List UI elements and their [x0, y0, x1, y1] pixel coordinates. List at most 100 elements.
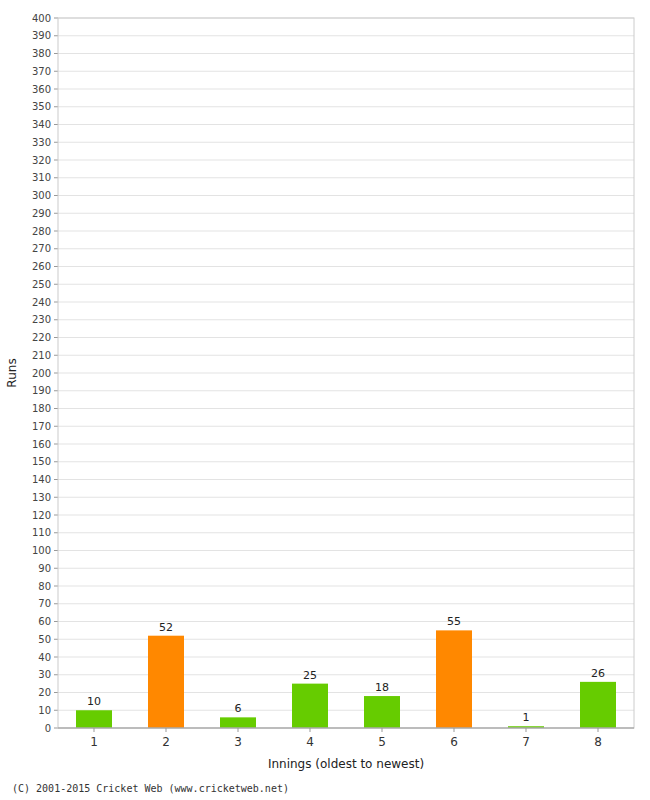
bar [364, 696, 400, 728]
tick-label: 70 [38, 598, 51, 609]
tick-label: 230 [32, 314, 51, 325]
grid-line [58, 177, 634, 178]
grid-line [58, 124, 634, 125]
grid-line [58, 231, 634, 232]
data-label: 1 [523, 711, 530, 724]
tick-mark [598, 728, 599, 732]
grid-line [58, 515, 634, 516]
grid-line [58, 373, 634, 374]
footer-note: (C) 2001-2015 Cricket Web (www.cricketwe… [12, 783, 289, 794]
tick-label: 330 [32, 137, 51, 148]
tick-label: 380 [32, 48, 51, 59]
grid-line [58, 142, 634, 143]
tick-mark [310, 728, 311, 732]
grid-line [58, 461, 634, 462]
tick-mark [54, 106, 58, 107]
grid-line [58, 444, 634, 445]
tick-label: 260 [32, 261, 51, 272]
tick-mark [54, 177, 58, 178]
plot-area [58, 18, 634, 728]
tick-label: 290 [32, 208, 51, 219]
tick-mark [54, 53, 58, 54]
grid-line [58, 479, 634, 480]
tick-label: 130 [32, 492, 51, 503]
tick-label: 390 [32, 30, 51, 41]
tick-mark [54, 213, 58, 214]
tick-label: 400 [32, 13, 51, 24]
tick-mark [54, 408, 58, 409]
category-label: 5 [378, 735, 386, 749]
tick-label: 160 [32, 439, 51, 450]
grid-line [58, 35, 634, 36]
tick-label: 30 [38, 669, 51, 680]
y-axis: 0102030405060708090100110120130140150160… [32, 13, 634, 734]
grid-line [58, 657, 634, 658]
tick-label: 350 [32, 101, 51, 112]
data-label: 6 [235, 702, 242, 715]
tick-label: 310 [32, 172, 51, 183]
tick-label: 90 [38, 563, 51, 574]
tick-mark [54, 337, 58, 338]
bar [292, 684, 328, 728]
tick-mark [54, 532, 58, 533]
tick-mark [54, 124, 58, 125]
tick-label: 370 [32, 66, 51, 77]
tick-mark [54, 586, 58, 587]
tick-mark [54, 89, 58, 90]
tick-mark [54, 515, 58, 516]
tick-label: 240 [32, 297, 51, 308]
tick-mark [54, 444, 58, 445]
tick-label: 170 [32, 421, 51, 432]
grid-line [58, 355, 634, 356]
tick-label: 60 [38, 616, 51, 627]
category-label: 7 [522, 735, 530, 749]
grid-line [58, 390, 634, 391]
tick-mark [54, 710, 58, 711]
category-label: 3 [234, 735, 242, 749]
tick-mark [54, 426, 58, 427]
tick-label: 140 [32, 474, 51, 485]
grid-line [58, 302, 634, 303]
tick-mark [54, 302, 58, 303]
tick-mark [238, 728, 239, 732]
chart: 0102030405060708090100110120130140150160… [0, 0, 650, 800]
tick-label: 10 [38, 705, 51, 716]
tick-mark [54, 461, 58, 462]
grid-line [58, 213, 634, 214]
tick-label: 40 [38, 652, 51, 663]
tick-label: 100 [32, 545, 51, 556]
tick-mark [54, 142, 58, 143]
bar [148, 636, 184, 728]
tick-mark [54, 231, 58, 232]
tick-mark [54, 621, 58, 622]
tick-mark [54, 266, 58, 267]
grid-line [58, 319, 634, 320]
tick-mark [54, 319, 58, 320]
tick-label: 340 [32, 119, 51, 130]
tick-label: 210 [32, 350, 51, 361]
grid-line [58, 692, 634, 693]
grid-line [58, 674, 634, 675]
grid-line [58, 106, 634, 107]
tick-mark [54, 497, 58, 498]
tick-mark [166, 728, 167, 732]
tick-mark [94, 728, 95, 732]
grid-line [58, 532, 634, 533]
bar [220, 717, 256, 728]
grid-line [58, 497, 634, 498]
data-labels: 10526251855126 [87, 615, 605, 724]
tick-label: 150 [32, 456, 51, 467]
grid-line [58, 284, 634, 285]
tick-mark [54, 18, 58, 19]
data-label: 18 [375, 681, 389, 694]
grid-line [58, 53, 634, 54]
tick-label: 0 [45, 723, 51, 734]
bars [76, 630, 616, 728]
grid-line [58, 71, 634, 72]
tick-label: 270 [32, 243, 51, 254]
tick-label: 200 [32, 368, 51, 379]
grid-line [58, 426, 634, 427]
category-label: 6 [450, 735, 458, 749]
tick-mark [54, 603, 58, 604]
tick-label: 190 [32, 385, 51, 396]
